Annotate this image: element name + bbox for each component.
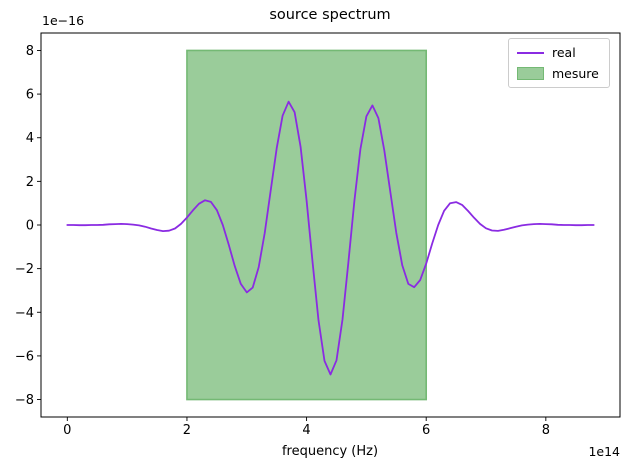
legend-line-swatch [517,51,544,54]
axis-ticks [37,50,547,421]
y-axis-offset-label: 1e−16 [42,13,85,28]
x-axis-label: frequency (Hz) [281,444,379,459]
y-tick-label: −4 [15,306,34,321]
x-tick-label: 4 [302,423,310,438]
x-tick-label: 2 [183,423,191,438]
axis-tick-labels: 0 2 4 6 8 8 6 4 2 0 −2 −4 −6 −8 [15,44,550,438]
y-tick-label: 8 [26,44,34,59]
x-tick-label: 6 [422,423,430,438]
legend-patch-swatch [517,67,544,80]
legend-item-mesure: mesure [517,66,599,81]
real-spectrum-line [66,100,595,376]
y-tick-label: 0 [26,219,34,234]
y-tick-label: 6 [26,88,34,103]
legend-label-real: real [552,45,576,60]
x-tick-label: 0 [63,423,71,438]
legend-label-mesure: mesure [552,66,599,81]
mesure-region [186,49,428,401]
x-axis-offset-label: 1e14 [588,444,620,459]
chart-title: source spectrum [269,7,391,23]
x-tick-label: 8 [542,423,550,438]
y-tick-label: −6 [15,349,34,364]
y-tick-label: −2 [15,262,34,277]
y-tick-label: 2 [26,175,34,190]
legend-item-real: real [517,45,599,60]
y-tick-label: −8 [15,393,34,408]
legend: real mesure [508,38,610,88]
y-tick-label: 4 [26,131,34,146]
